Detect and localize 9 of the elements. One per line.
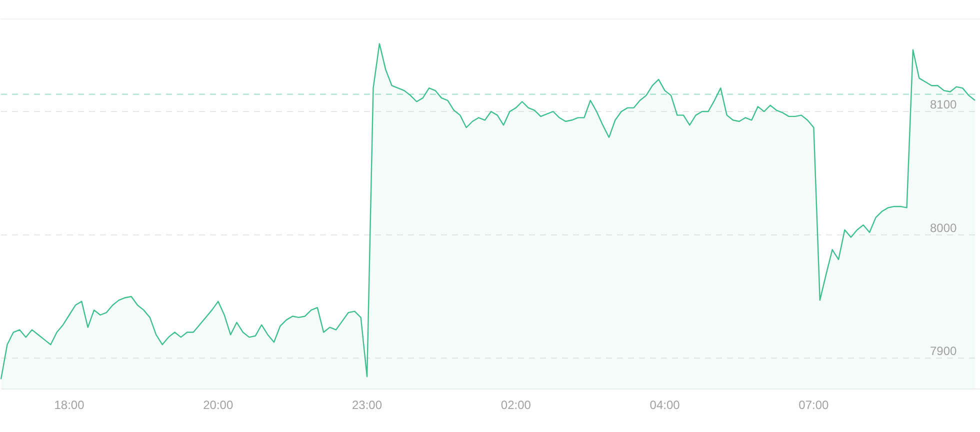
x-tick-label: 23:00 bbox=[352, 398, 382, 412]
x-tick-label: 02:00 bbox=[500, 398, 532, 412]
y-tick-label: 7900 bbox=[930, 344, 958, 358]
x-tick-label: 04:00 bbox=[650, 398, 680, 412]
y-tick-label: 8000 bbox=[930, 220, 958, 235]
y-tick-label: 8100 bbox=[930, 98, 958, 112]
x-tick-label: 07:00 bbox=[798, 398, 830, 412]
x-tick-label: 18:00 bbox=[54, 398, 85, 412]
x-tick-label: 20:00 bbox=[203, 398, 234, 412]
